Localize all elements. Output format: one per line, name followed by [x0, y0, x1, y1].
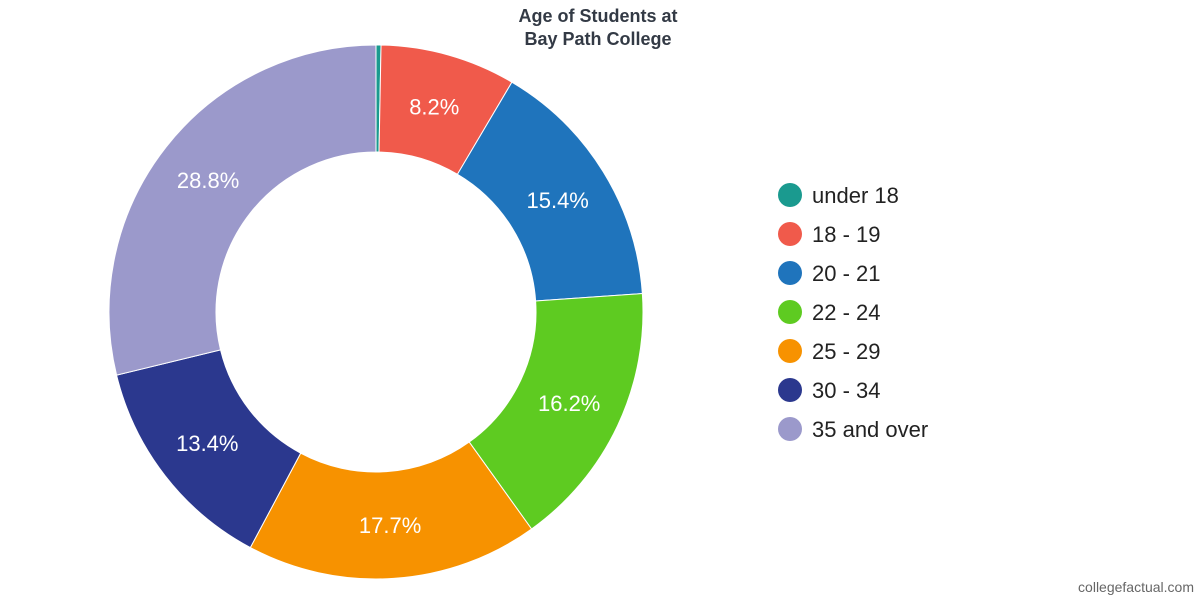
legend-marker[interactable] [778, 339, 802, 363]
slice-25-29[interactable] [249, 441, 533, 580]
legend: under 18 18 - 19 20 - 21 22 - 24 25 - 29 30 -… [778, 183, 928, 442]
slice-35-and-over[interactable] [108, 44, 377, 376]
legend-marker[interactable] [778, 378, 802, 402]
legend-label[interactable]: 18 - 19 [812, 222, 881, 247]
slice-label: 8.2% [409, 95, 459, 120]
legend-label[interactable]: 30 - 34 [812, 378, 881, 403]
slice-labels: 8.2% 15.4% 16.2% 17.7% 13.4% 28.8% [176, 95, 600, 538]
slice-label: 16.2% [538, 391, 600, 416]
legend-label[interactable]: under 18 [812, 183, 899, 208]
legend-label[interactable]: 22 - 24 [812, 300, 881, 325]
chart-title-line-2: Bay Path College [524, 29, 671, 49]
legend-marker[interactable] [778, 300, 802, 324]
legend-label[interactable]: 35 and over [812, 417, 928, 442]
slice-label: 13.4% [176, 431, 238, 456]
legend-marker[interactable] [778, 261, 802, 285]
legend-marker[interactable] [778, 417, 802, 441]
legend-marker[interactable] [778, 222, 802, 246]
slice-label: 17.7% [359, 513, 421, 538]
donut-slices [108, 44, 644, 580]
source-credit: collegefactual.com [1078, 579, 1194, 595]
legend-label[interactable]: 25 - 29 [812, 339, 881, 364]
legend-label[interactable]: 20 - 21 [812, 261, 881, 286]
slice-label: 28.8% [177, 168, 239, 193]
chart-title-line-1: Age of Students at [518, 6, 677, 26]
slice-label: 15.4% [526, 188, 588, 213]
legend-marker[interactable] [778, 183, 802, 207]
